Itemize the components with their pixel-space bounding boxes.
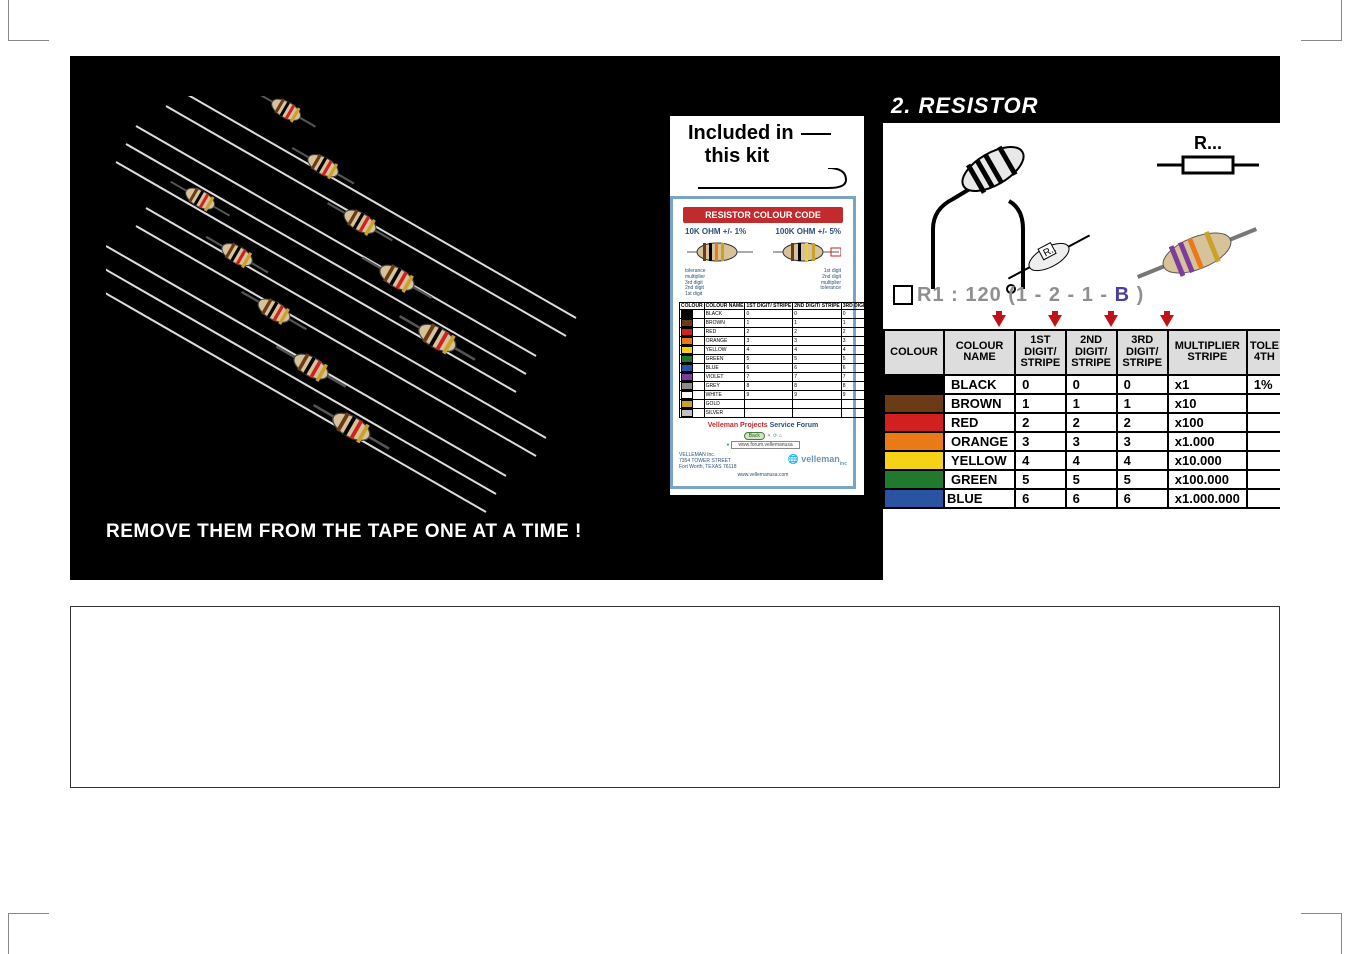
crop-mark [8,913,49,954]
checkbox[interactable] [893,285,913,305]
resistor-symbol: R... [1153,133,1263,173]
crop-mark [8,0,49,41]
kit-footer: VELLEMAN Inc. 7354 TOWER STREET Fort Wor… [679,452,847,470]
kit-vendor-site: www.vellemanusa.com [679,472,847,478]
crop-mark [1301,913,1342,954]
lower-white-box [70,606,1280,788]
kit-band-notes: tolerance multiplier 3rd digit 2nd digit… [679,269,847,302]
resistor-panel-diagram: R... [883,123,1280,313]
table-row: YELLOW444x10.000 [884,451,1280,470]
kit-resistor-drawings [679,239,847,269]
included-title: Included in this kit [688,122,860,168]
included-title-line1: Included in [688,122,794,144]
resistor-tape-illustration: REMOVE THEM FROM THE TAPE ONE AT A TIME … [106,96,586,516]
back-button-mock: Back [744,432,765,440]
crop-mark [1301,0,1342,41]
kit-reference-card: RESISTOR COLOUR CODE 10K OHM +/- 1% 100K… [670,196,856,489]
caption-text: REMOVE THEM FROM THE TAPE ONE AT A TIME … [106,521,586,543]
kit-card-header: RESISTOR COLOUR CODE [683,207,843,223]
colour-code-table: COLOURCOLOUR NAME1ST DIGIT/ STRIPE2ND DI… [883,329,1280,509]
slide-black-region: REMOVE THEM FROM THE TAPE ONE AT A TIME … [70,56,1280,580]
kit-forum-line: Velleman Projects Service Forum [679,422,847,429]
stripe-arrows [883,311,1280,327]
table-row: GREEN555x100.000 [884,470,1280,489]
included-title-line2: this kit [705,145,769,167]
resistor-panel: 2. RESISTOR R... [880,86,1280,580]
resistor-3d-icon [1127,213,1277,293]
kit-left-spec: 10K OHM +/- 1% [685,227,746,236]
table-row: BLACK000x11% [884,375,1280,394]
resistor-spec-line: R1 : 120 (1 - 2 - 1 - B ) [917,284,1144,307]
kit-browser-mock: Back ✕⟳⌂ [679,432,847,440]
kit-url-box: www.forum.vellemanusa [731,441,799,449]
kit-right-spec: 100K OHM +/- 5% [775,227,841,236]
table-row: ORANGE333x1.000 [884,432,1280,451]
table-row: RED222x100 [884,413,1280,432]
table-row: BROWN111x10 [884,394,1280,413]
resistor-panel-title: 2. RESISTOR [883,89,1280,123]
included-in-kit-block: Included in this kit RESISTOR COLOUR COD… [670,116,864,495]
table-row: BLUE666x1.000.000 [884,489,1280,508]
